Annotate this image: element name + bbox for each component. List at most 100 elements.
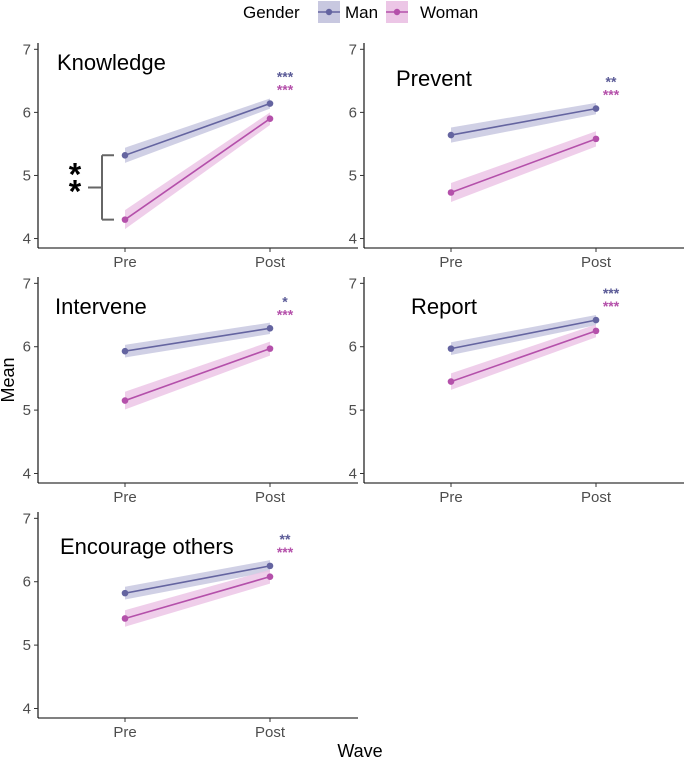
difference-bracket — [88, 154, 114, 221]
significance-man: ** — [280, 531, 291, 547]
data-point-man-post — [266, 325, 274, 332]
y-tick-label: 5 — [349, 167, 357, 184]
y-tick-label: 5 — [23, 402, 31, 419]
difference-star: * — [69, 156, 82, 192]
x-tick-label: Pre — [113, 254, 136, 271]
y-tick-label: 6 — [23, 339, 31, 356]
difference-star: * — [69, 173, 82, 209]
data-point-man-post — [592, 105, 600, 112]
legend-item-man: Man — [318, 1, 378, 23]
legend-title: Gender — [243, 3, 300, 22]
x-axis-title: Wave — [337, 741, 382, 760]
significance-woman: *** — [603, 298, 620, 314]
panel-title: Intervene — [55, 294, 147, 319]
data-point-man-pre — [121, 347, 129, 355]
data-point-man-post — [266, 562, 274, 570]
x-tick-label: Pre — [439, 489, 462, 506]
data-point-man-pre — [447, 345, 455, 352]
data-point-woman-post — [266, 573, 274, 580]
series-line-woman — [450, 330, 597, 383]
data-point-man-post — [592, 316, 600, 324]
data-point-woman-pre — [447, 189, 455, 196]
significance-woman: *** — [603, 87, 620, 103]
y-tick-label: 4 — [349, 231, 357, 248]
panel-title: Encourage others — [60, 534, 234, 559]
y-axis-title: Mean — [0, 357, 18, 402]
x-tick-label: Post — [581, 489, 612, 506]
legend: Gender Man Woman — [243, 1, 478, 23]
data-point-man-pre — [121, 589, 129, 597]
significance-man: *** — [277, 69, 294, 85]
data-point-man-pre — [447, 131, 455, 139]
ci-ribbon-woman — [451, 131, 596, 202]
ci-ribbon-man — [451, 102, 596, 143]
x-tick-label: Post — [255, 489, 286, 506]
y-tick-label: 5 — [23, 637, 31, 654]
y-tick-label: 7 — [349, 41, 357, 58]
legend-items: Man Woman — [318, 1, 478, 23]
significance-woman: *** — [277, 82, 294, 98]
y-tick-label: 4 — [23, 700, 31, 717]
x-tick-label: Pre — [113, 489, 136, 506]
x-tick-label: Post — [581, 254, 612, 271]
data-point-man-post — [266, 100, 274, 107]
x-tick-label: Post — [255, 724, 286, 741]
y-tick-label: 6 — [23, 104, 31, 121]
panel-encourage-others: 4 5 6 7 Pre Post Encourage others ***** — [23, 510, 358, 741]
data-point-man-pre — [121, 151, 129, 159]
data-point-woman-pre — [447, 378, 455, 385]
series-line-woman — [450, 138, 597, 194]
series-line-man — [124, 327, 271, 352]
series-line-man — [450, 107, 597, 136]
data-point-woman-post — [592, 327, 600, 335]
legend-key-point — [325, 8, 333, 16]
panel-report: 4 5 6 7 Pre Post Report ****** — [349, 275, 684, 506]
data-point-woman-post — [266, 115, 274, 122]
series-line-man — [450, 319, 597, 350]
legend-label: Man — [345, 3, 378, 22]
y-tick-label: 6 — [349, 104, 357, 121]
significance-man: * — [282, 293, 288, 309]
significance-man: *** — [603, 285, 620, 301]
panel-title: Report — [411, 294, 477, 319]
x-tick-label: Pre — [113, 724, 136, 741]
legend-item-woman: Woman — [386, 1, 478, 23]
x-tick-label: Post — [255, 254, 286, 271]
difference-significance: ** — [69, 156, 82, 209]
panel-intervene: 4 5 6 7 Pre Post Intervene **** — [23, 275, 358, 506]
panel-title: Prevent — [396, 66, 472, 91]
x-tick-label: Pre — [439, 254, 462, 271]
ci-ribbon-woman — [125, 112, 270, 230]
legend-key-point — [393, 8, 401, 16]
y-tick-label: 4 — [349, 465, 357, 482]
series-line-man — [124, 102, 271, 157]
ci-ribbon-woman — [451, 324, 596, 390]
data-point-woman-post — [266, 345, 274, 352]
data-point-woman-post — [592, 135, 600, 143]
significance-woman: *** — [277, 544, 294, 560]
legend-label: Woman — [420, 3, 478, 22]
significance-woman: *** — [277, 306, 294, 322]
significance-man: ** — [606, 74, 617, 90]
y-tick-label: 7 — [23, 275, 31, 292]
data-point-woman-pre — [121, 216, 129, 223]
data-point-woman-pre — [121, 397, 129, 404]
ci-ribbon-woman — [125, 341, 270, 410]
panel-title: Knowledge — [57, 50, 166, 75]
y-tick-label: 6 — [23, 574, 31, 591]
y-tick-label: 4 — [23, 465, 31, 482]
y-tick-label: 5 — [23, 167, 31, 184]
y-tick-label: 7 — [23, 510, 31, 527]
y-tick-label: 7 — [23, 41, 31, 58]
data-point-woman-pre — [121, 615, 129, 622]
panel-prevent: 4 5 6 7 Pre Post Prevent ***** — [349, 41, 684, 271]
series-line-woman — [124, 118, 271, 221]
y-tick-label: 7 — [349, 275, 357, 292]
series-line-woman — [124, 347, 271, 402]
ci-ribbon-man — [125, 98, 270, 163]
y-tick-label: 6 — [349, 339, 357, 356]
y-tick-label: 4 — [23, 231, 31, 248]
